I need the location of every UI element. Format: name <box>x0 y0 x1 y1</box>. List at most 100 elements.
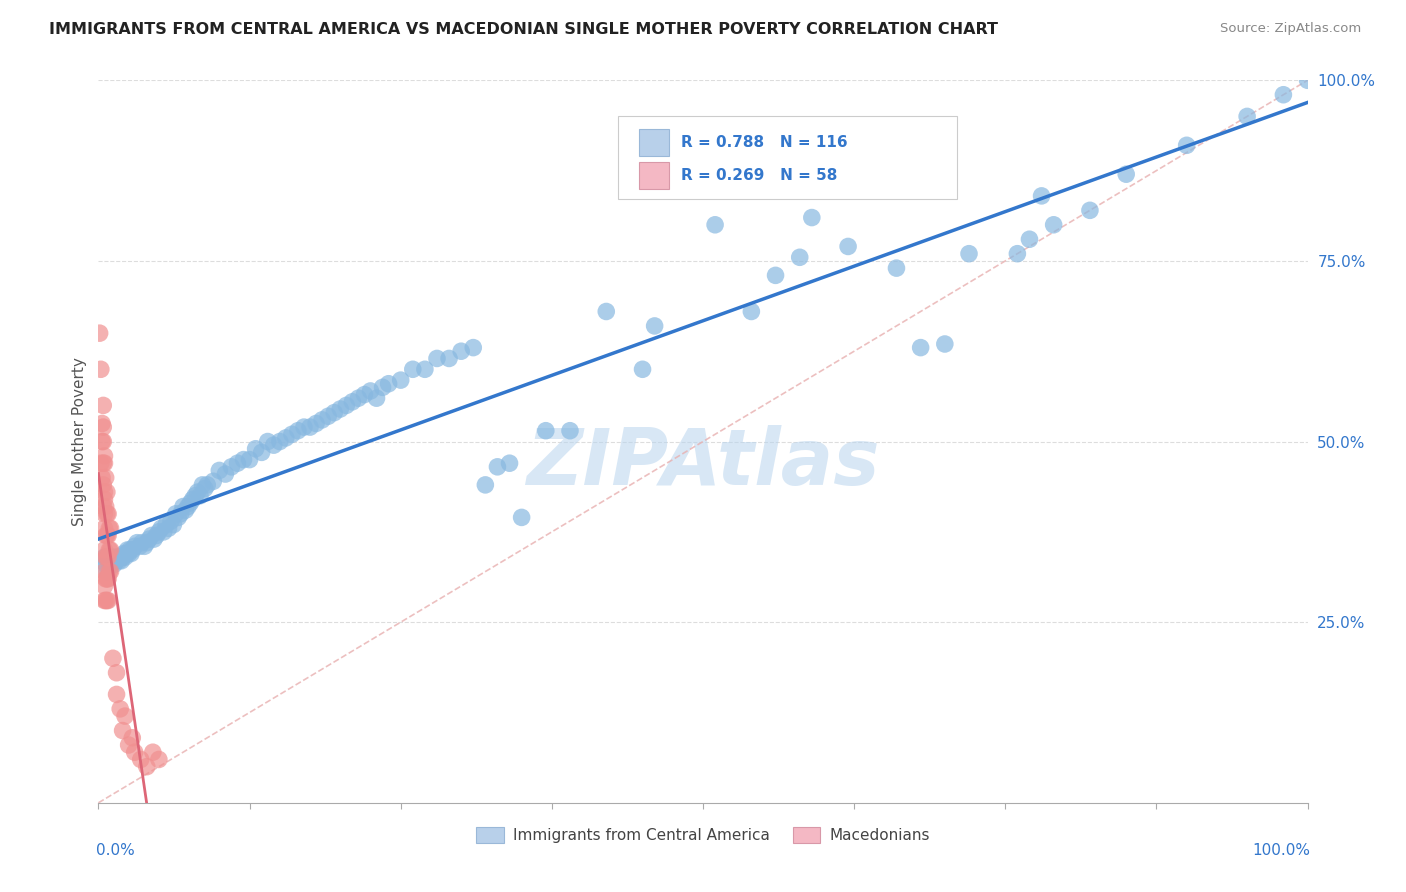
Point <box>160 514 183 528</box>
Point <box>226 456 249 470</box>
Point <box>93 521 115 535</box>
Point <box>221 459 243 474</box>
Point <box>90 456 112 470</box>
Point <box>127 535 149 549</box>
Point <box>145 528 167 542</box>
Point <box>94 550 117 565</box>
Point <box>117 542 139 557</box>
Point <box>115 547 138 561</box>
Point <box>148 524 170 539</box>
Point <box>155 517 177 532</box>
Point <box>138 532 160 546</box>
Point <box>105 665 128 680</box>
Point <box>96 528 118 542</box>
Point <box>96 507 118 521</box>
Point <box>94 470 117 484</box>
Point <box>165 507 187 521</box>
Point <box>111 723 134 738</box>
Point <box>101 554 124 568</box>
Legend: Immigrants from Central America, Macedonians: Immigrants from Central America, Macedon… <box>470 822 936 849</box>
Point <box>134 539 156 553</box>
Point <box>90 362 112 376</box>
Point <box>837 239 859 253</box>
Point <box>437 351 460 366</box>
Point <box>107 550 129 565</box>
Point <box>124 745 146 759</box>
Point <box>366 391 388 405</box>
Point <box>195 478 218 492</box>
Point <box>426 351 449 366</box>
Point <box>214 467 236 481</box>
Point <box>93 492 115 507</box>
Point <box>91 420 114 434</box>
Point <box>98 521 121 535</box>
Point <box>245 442 267 456</box>
Point <box>329 402 352 417</box>
Point <box>121 731 143 745</box>
Point <box>1031 189 1053 203</box>
Point <box>112 547 135 561</box>
Point <box>96 485 118 500</box>
Point <box>287 424 309 438</box>
Point <box>94 528 117 542</box>
Y-axis label: Single Mother Poverty: Single Mother Poverty <box>72 357 87 526</box>
Point <box>103 558 125 572</box>
Point <box>94 572 117 586</box>
Point <box>110 554 132 568</box>
Point <box>97 528 120 542</box>
Point <box>239 452 262 467</box>
Point <box>91 470 114 484</box>
Point <box>128 539 150 553</box>
Point <box>172 500 194 514</box>
Point <box>141 528 163 542</box>
Point <box>108 702 131 716</box>
Point <box>93 542 115 557</box>
Point <box>498 456 520 470</box>
Point <box>100 565 122 579</box>
Point <box>704 218 727 232</box>
Text: ZIPAtlas: ZIPAtlas <box>526 425 880 501</box>
Point <box>111 550 134 565</box>
Point <box>96 550 118 565</box>
Point <box>118 547 141 561</box>
Text: Source: ZipAtlas.com: Source: ZipAtlas.com <box>1220 22 1361 36</box>
Point <box>93 449 115 463</box>
Point <box>1296 73 1319 87</box>
Point <box>101 651 124 665</box>
Point <box>91 554 114 568</box>
Point <box>162 517 184 532</box>
Point <box>98 554 121 568</box>
Point <box>402 362 425 376</box>
Text: 0.0%: 0.0% <box>96 843 135 857</box>
Point <box>413 362 436 376</box>
Point <box>1115 167 1137 181</box>
Point <box>118 542 141 557</box>
Point <box>886 261 908 276</box>
Point <box>100 550 122 565</box>
Point <box>93 565 115 579</box>
Point <box>97 593 120 607</box>
Point <box>114 550 136 565</box>
Point <box>181 492 204 507</box>
FancyBboxPatch shape <box>638 162 669 189</box>
Point <box>534 424 557 438</box>
Point <box>100 558 122 572</box>
FancyBboxPatch shape <box>619 117 957 200</box>
Point <box>93 579 115 593</box>
Point <box>342 394 364 409</box>
Point <box>108 554 131 568</box>
Point <box>510 510 533 524</box>
Point <box>353 387 375 401</box>
Point <box>91 434 114 449</box>
Point <box>765 268 787 283</box>
Point <box>232 452 254 467</box>
Point <box>558 424 581 438</box>
Point <box>96 593 118 607</box>
Point <box>292 420 315 434</box>
Point <box>93 485 115 500</box>
Point <box>202 475 225 489</box>
Point <box>250 445 273 459</box>
Point <box>486 459 509 474</box>
Point <box>114 709 136 723</box>
Point <box>169 507 191 521</box>
